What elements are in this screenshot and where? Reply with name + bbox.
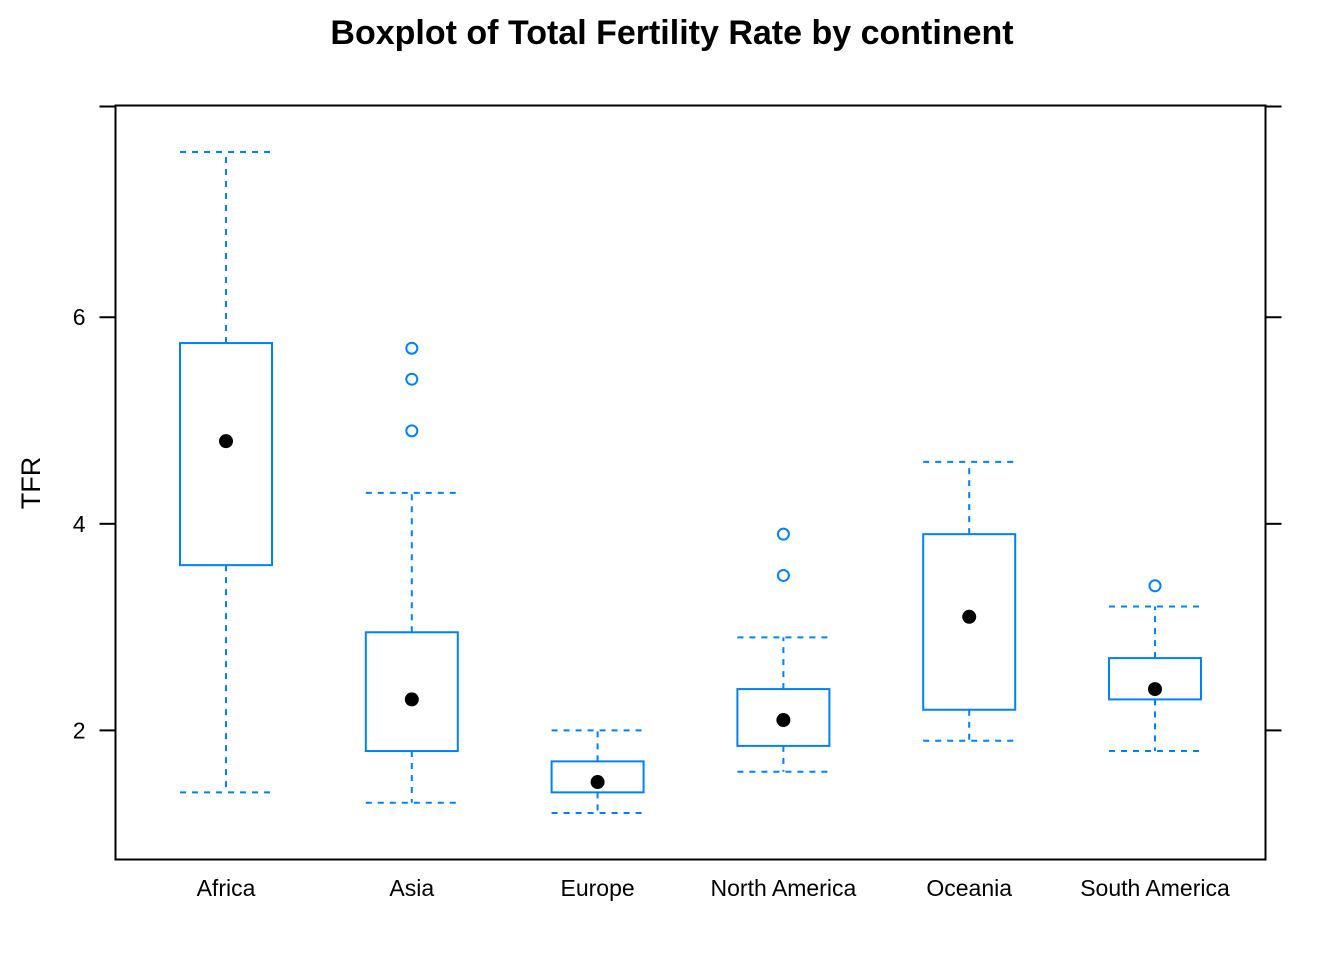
box-group bbox=[1108, 579, 1202, 753]
outlier-point bbox=[405, 341, 419, 355]
box-group bbox=[922, 460, 1017, 742]
x-tick-label: South America bbox=[1080, 875, 1230, 901]
x-axis: Africa Asia Europe North America Oceania Sout… bbox=[197, 875, 1230, 901]
outlier-point bbox=[405, 424, 419, 438]
outlier-point bbox=[1148, 579, 1162, 593]
outlier-point bbox=[405, 372, 419, 386]
box-group bbox=[550, 729, 645, 815]
plot-frame bbox=[114, 104, 1267, 861]
box-iqr bbox=[179, 342, 273, 567]
chart-title: Boxplot of Total Fertility Rate by conti… bbox=[330, 14, 1013, 52]
y-axis-label: TFR bbox=[16, 457, 46, 509]
box-iqr bbox=[364, 631, 459, 753]
box-iqr bbox=[1108, 657, 1202, 701]
y-tick-label: 2 bbox=[73, 717, 86, 743]
median-point bbox=[404, 692, 419, 707]
x-tick-label: Africa bbox=[197, 875, 256, 901]
median-point bbox=[776, 713, 791, 728]
x-tick-label: Europe bbox=[561, 875, 635, 901]
outlier-point bbox=[776, 568, 790, 582]
x-tick-label: North America bbox=[711, 875, 857, 901]
median-point bbox=[962, 609, 977, 624]
box-iqr bbox=[922, 533, 1017, 711]
box-iqr bbox=[736, 688, 831, 747]
median-point bbox=[590, 775, 605, 790]
box-group bbox=[736, 527, 831, 773]
x-tick-label: Asia bbox=[389, 875, 434, 901]
outlier-point bbox=[776, 527, 790, 541]
y-axis: 2 4 6 bbox=[73, 105, 1282, 743]
median-point bbox=[1148, 682, 1162, 697]
y-tick-label: 6 bbox=[73, 304, 86, 330]
x-tick-label: Oceania bbox=[926, 875, 1012, 901]
y-tick-label: 4 bbox=[73, 511, 86, 537]
box-iqr bbox=[550, 760, 645, 794]
box-group bbox=[364, 341, 459, 804]
box-group bbox=[179, 150, 273, 794]
median-point bbox=[219, 434, 233, 449]
boxes-layer bbox=[179, 150, 1202, 815]
